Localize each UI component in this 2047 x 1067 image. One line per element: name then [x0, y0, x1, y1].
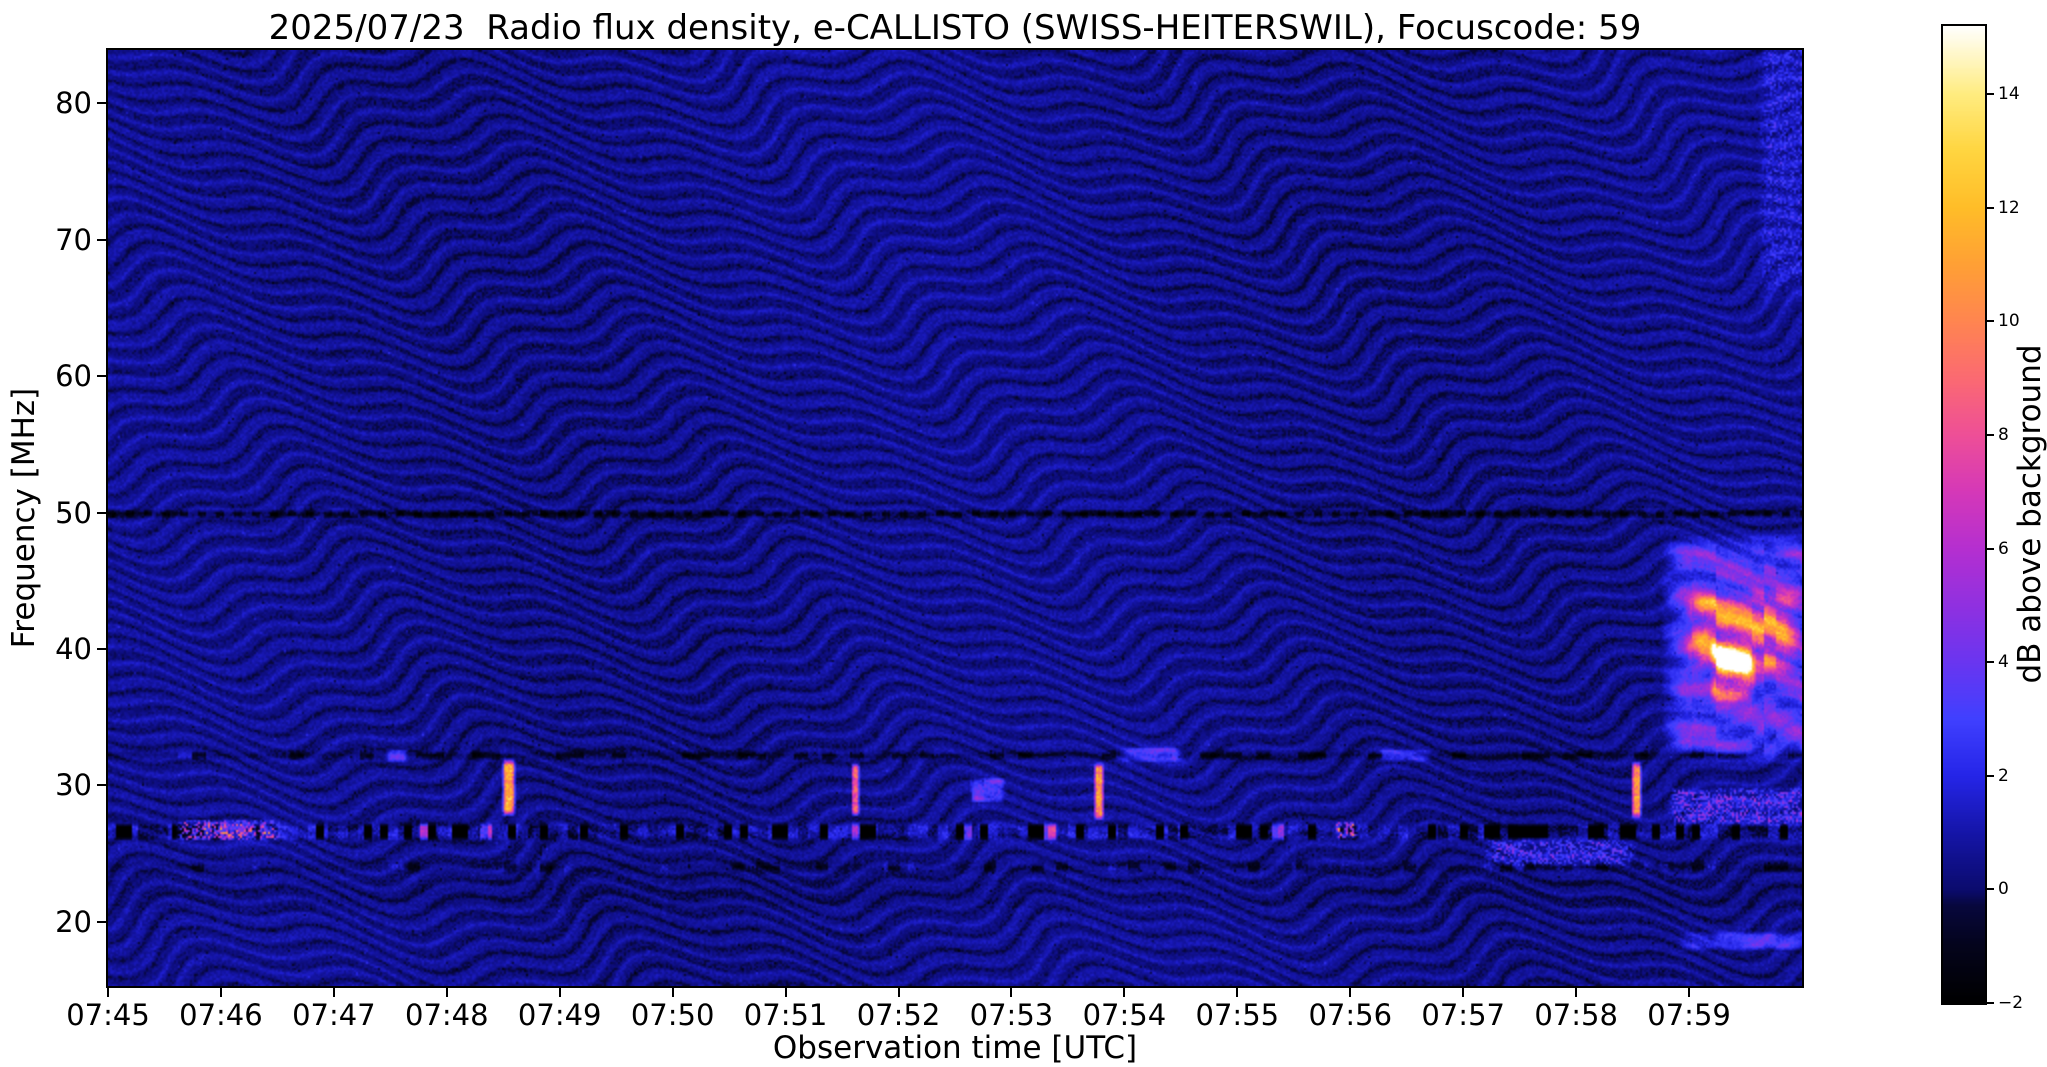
- spectrogram-canvas: [108, 50, 1802, 986]
- colorbar-tick-mark: [1987, 888, 1994, 891]
- y-tick-mark: [97, 238, 106, 241]
- chart-title: 2025/07/23 Radio flux density, e-CALLIST…: [268, 8, 1642, 48]
- y-tick-mark: [97, 375, 106, 378]
- y-tick-label: 70: [55, 222, 92, 257]
- x-tick-label: 07:48: [405, 998, 489, 1032]
- colorbar-label: dB above background: [2012, 344, 2047, 684]
- x-tick-mark: [107, 988, 109, 997]
- x-axis-label: Observation time [UTC]: [772, 1030, 1138, 1066]
- y-tick-label: 30: [55, 768, 92, 803]
- colorbar-tick-mark: [1987, 774, 1994, 777]
- x-tick-label: 07:53: [969, 998, 1054, 1032]
- y-tick-label: 20: [55, 904, 92, 939]
- colorbar-tick-label: 0: [1998, 879, 2009, 900]
- plot-frame: [106, 48, 1804, 988]
- x-tick-mark: [1575, 988, 1578, 997]
- colorbar-tick-label: 12: [1998, 197, 2020, 218]
- y-tick-label: 50: [55, 495, 92, 530]
- colorbar-tick-mark: [1987, 206, 1994, 209]
- y-tick-label: 60: [55, 359, 92, 394]
- x-tick-mark: [1010, 988, 1013, 997]
- colorbar-tick-label: 14: [1998, 84, 2020, 105]
- y-tick-mark: [97, 511, 106, 514]
- x-tick-label: 07:47: [292, 998, 376, 1032]
- colorbar-tick-label: 6: [1998, 538, 2009, 559]
- x-tick-mark: [332, 988, 335, 997]
- colorbar-tick-mark: [1987, 320, 1994, 323]
- x-tick-mark: [1236, 988, 1239, 997]
- colorbar-tick-label: 4: [1998, 652, 2009, 673]
- x-tick-mark: [1349, 988, 1352, 997]
- y-tick-label: 40: [55, 631, 92, 666]
- x-tick-mark: [445, 988, 448, 997]
- x-tick-label: 07:50: [630, 998, 715, 1032]
- x-tick-label: 07:45: [66, 998, 150, 1032]
- x-tick-mark: [1123, 988, 1126, 997]
- x-tick-label: 07:55: [1195, 998, 1280, 1032]
- colorbar-tick-label: −2: [1998, 993, 2024, 1013]
- y-tick-mark: [97, 920, 106, 923]
- y-tick-label: 80: [55, 86, 92, 121]
- x-tick-mark: [1462, 988, 1465, 997]
- x-tick-label: 07:51: [743, 998, 828, 1032]
- x-tick-label: 07:52: [856, 998, 941, 1032]
- colorbar-tick-mark: [1987, 547, 1994, 550]
- x-tick-label: 07:57: [1421, 998, 1505, 1032]
- x-tick-mark: [558, 988, 561, 997]
- x-tick-label: 07:56: [1308, 998, 1393, 1032]
- x-tick-label: 07:54: [1082, 998, 1167, 1032]
- x-tick-label: 07:46: [179, 998, 263, 1032]
- y-tick-mark: [97, 647, 106, 650]
- colorbar-tick-label: 8: [1998, 424, 2009, 445]
- x-tick-mark: [1688, 988, 1691, 997]
- x-tick-label: 07:49: [517, 998, 602, 1032]
- x-tick-label: 07:59: [1647, 998, 1731, 1032]
- colorbar: [1941, 24, 1987, 1005]
- y-tick-mark: [97, 784, 106, 787]
- x-tick-mark: [784, 988, 787, 997]
- colorbar-tick-mark: [1987, 93, 1994, 96]
- colorbar-tick-mark: [1987, 433, 1994, 436]
- y-tick-mark: [97, 102, 106, 105]
- colorbar-tick-label: 10: [1998, 311, 2020, 332]
- colorbar-canvas: [1943, 26, 1985, 1003]
- x-tick-mark: [219, 988, 222, 997]
- x-tick-label: 07:58: [1534, 998, 1618, 1032]
- colorbar-tick-mark: [1987, 661, 1994, 664]
- x-tick-mark: [671, 988, 674, 997]
- x-tick-mark: [897, 988, 900, 997]
- colorbar-tick-label: 2: [1998, 765, 2009, 786]
- colorbar-tick-mark: [1987, 1002, 1994, 1004]
